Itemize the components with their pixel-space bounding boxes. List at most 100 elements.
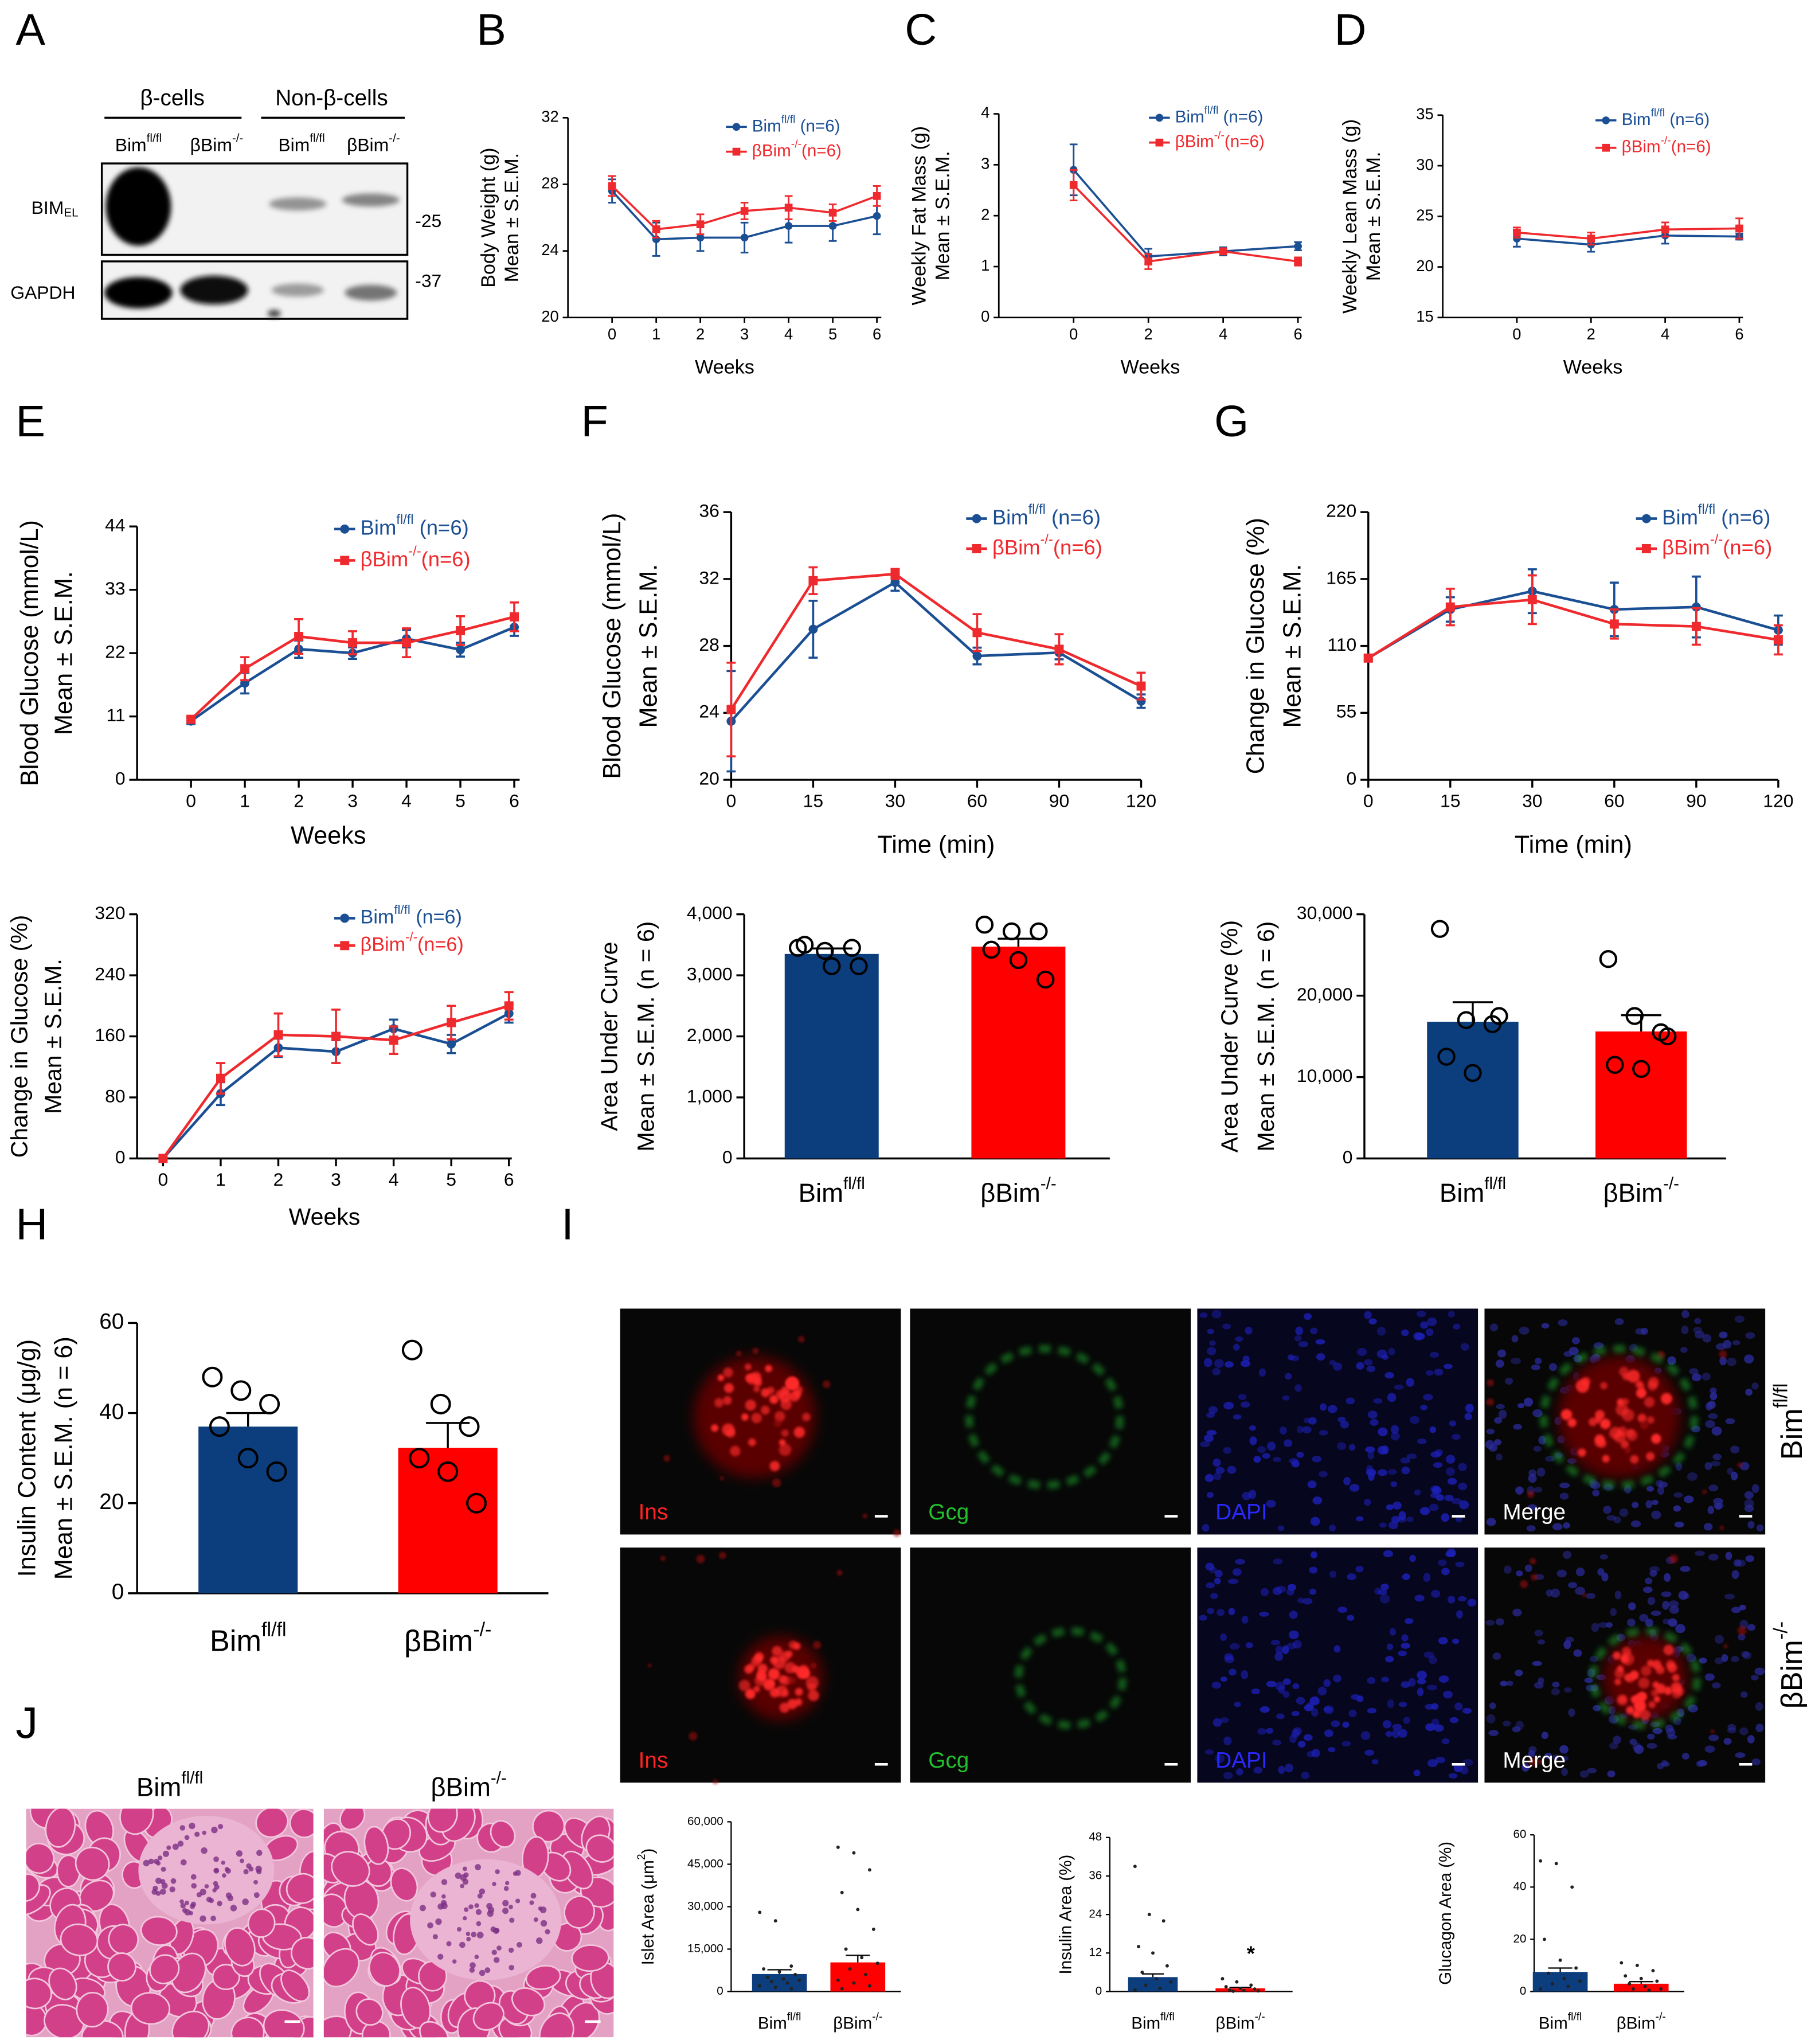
nucleus — [1214, 1569, 1223, 1578]
data-point — [1647, 1988, 1651, 1992]
bar — [971, 947, 1066, 1159]
nucleus — [1296, 1697, 1305, 1705]
marker — [1513, 235, 1521, 243]
islet-nucleus — [441, 1894, 446, 1899]
nucleus — [1429, 1426, 1436, 1433]
nucleus — [1492, 1652, 1501, 1660]
islet-nucleus — [536, 1937, 543, 1944]
y-axis-label: Blood Glucose (mmol/L) — [16, 520, 44, 786]
acinar-cell — [472, 2002, 504, 2031]
nucleus — [1382, 1720, 1392, 1729]
y-axis-label: Mean ± S.E.M. (n = 6) — [50, 1336, 77, 1580]
speck — [1737, 1462, 1742, 1468]
nucleus — [1646, 1486, 1654, 1492]
insulin-cell — [1599, 1418, 1611, 1429]
blot-lane: Bimfl/fl — [278, 132, 324, 155]
error-bar — [348, 630, 358, 655]
acinar-cell — [585, 1834, 614, 1863]
islet-nucleus — [545, 1929, 550, 1934]
nucleus — [1367, 1451, 1374, 1460]
nucleus — [1204, 1749, 1214, 1755]
nucleus — [1428, 1656, 1437, 1664]
nucleus — [1390, 1481, 1397, 1487]
data-point — [1539, 1987, 1543, 1991]
nucleus — [1212, 1367, 1221, 1375]
x-tick-label: Bimfl/fl — [1539, 2011, 1582, 2033]
x-tick-label: 0 — [1363, 791, 1374, 811]
islet-nucleus — [160, 1889, 166, 1895]
nucleus — [1307, 1750, 1316, 1757]
marker — [828, 222, 837, 230]
insulin-cell — [807, 1683, 816, 1692]
insulin-cell — [1648, 1701, 1656, 1709]
insulin-cell — [1626, 1429, 1635, 1437]
nucleus — [1650, 1611, 1661, 1616]
x-tick-label: 4 — [784, 325, 793, 343]
acinar-cell — [171, 2010, 210, 2038]
nucleus — [1346, 1397, 1355, 1405]
insulin-cell — [780, 1398, 792, 1410]
blot-band — [267, 310, 281, 318]
speck — [812, 1640, 822, 1650]
nucleus — [1455, 1517, 1462, 1523]
nucleus — [1559, 1482, 1570, 1488]
nucleus — [1532, 1409, 1543, 1417]
insulin-cell — [785, 1377, 799, 1390]
error-bar — [389, 1025, 398, 1055]
nucleus — [1367, 1676, 1376, 1685]
data-point — [1628, 1982, 1632, 1986]
insulin-cell — [1567, 1418, 1577, 1427]
islet-nucleus — [189, 1910, 193, 1916]
nucleus — [1204, 1474, 1214, 1482]
error-bar — [846, 1955, 870, 1963]
data-point — [1539, 1859, 1543, 1863]
nucleus — [1228, 1578, 1239, 1584]
nucleus — [1323, 1679, 1331, 1687]
y-tick-label: 110 — [1327, 634, 1356, 655]
marker — [456, 645, 466, 655]
insulin-cell — [753, 1385, 760, 1393]
islet-nucleus — [477, 1893, 483, 1899]
nucleus — [1208, 1406, 1218, 1414]
y-tick-label: 0 — [1520, 1984, 1526, 1998]
insulin-cell — [1666, 1660, 1675, 1669]
nucleus — [1661, 1760, 1668, 1767]
nucleus — [1282, 1691, 1290, 1698]
y-tick-label: 35 — [1416, 105, 1433, 123]
islet-nucleus — [469, 1967, 475, 1973]
insulin-cell — [1653, 1695, 1660, 1703]
error-bar — [226, 1412, 270, 1427]
islet-nucleus — [479, 1888, 486, 1895]
x-tick-label: 30 — [885, 791, 905, 811]
nucleus — [1366, 1465, 1374, 1474]
insulin-cell — [788, 1640, 797, 1650]
nucleus — [1434, 1724, 1444, 1732]
nucleus — [1448, 1773, 1458, 1779]
islet-nucleus — [218, 1824, 224, 1830]
error-bar — [456, 615, 466, 646]
islet-nucleus — [476, 1932, 484, 1939]
data-point — [982, 940, 1000, 959]
error-bar — [998, 937, 1039, 947]
y-tick-label: 24 — [699, 701, 719, 722]
nucleus — [1401, 1681, 1410, 1688]
error-bar — [726, 661, 736, 758]
nucleus — [1699, 1658, 1707, 1664]
insulin-cell — [1634, 1702, 1645, 1712]
x-tick-label: βBim-/- — [1617, 2011, 1666, 2033]
x-tick-label: 120 — [1126, 791, 1156, 811]
nucleus — [1370, 1418, 1379, 1426]
legend-marker — [972, 544, 981, 553]
nucleus — [1513, 1424, 1522, 1430]
x-tick-label: Bimfl/fl — [210, 1619, 287, 1658]
data-point — [1558, 1958, 1562, 1962]
data-point — [1144, 1983, 1148, 1987]
nucleus — [1651, 1510, 1661, 1519]
nucleus — [1731, 1607, 1741, 1613]
insulin-cell — [1614, 1431, 1626, 1443]
acinar-cell — [230, 2016, 265, 2038]
insulin-cell — [768, 1680, 775, 1687]
marker — [696, 233, 705, 242]
y-tick-label: 22 — [105, 642, 125, 662]
